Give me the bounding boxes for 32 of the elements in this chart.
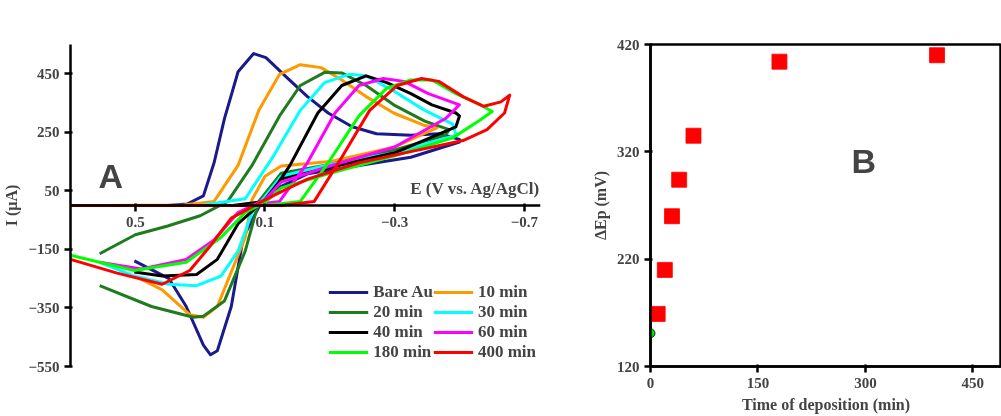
x-axis-title: Time of deposition (min) [741,395,911,414]
y-tick-label: 320 [617,143,640,160]
x-tick-label: 300 [854,374,877,391]
y-axis-title: ΔEp (mV) [592,170,610,241]
x-tick-label: 150 [746,374,770,391]
legend-label: 60 min [477,322,528,342]
y-tick-label: −350 [28,299,60,316]
annotation: A [98,156,124,195]
y-tick-label: 420 [617,36,640,53]
x-tick-label: 0.5 [125,213,145,230]
legend-label: 20 min [373,302,423,322]
x-tick-label: −0.7 [510,213,539,230]
x-tick-label: 0.1 [255,213,275,230]
x-axis-title: E (V vs. Ag/AgCl) [410,178,540,198]
x-tick-label: 0 [646,374,655,391]
x-tick-label: 450 [961,374,985,391]
legend-label: 30 min [477,302,528,322]
y-tick-label: 250 [37,124,60,141]
y-tick-label: 120 [617,358,640,375]
y-tick-label: −550 [28,358,60,375]
legend-label: Bare Au [373,282,433,302]
legend-label: 40 min [373,322,423,342]
y-tick-label: 220 [617,251,640,268]
y-tick-label: −150 [28,241,60,258]
legend-label: 10 min [477,282,528,302]
y-tick-label: 50 [44,182,60,199]
y-tick-label: 450 [37,65,60,82]
x-tick-label: −0.3 [380,213,409,230]
y-axis-title: I (µA) [3,184,22,227]
legend-label: 400 min [477,342,536,362]
annotation: B [851,141,877,180]
legend-label: 180 min [373,342,432,362]
